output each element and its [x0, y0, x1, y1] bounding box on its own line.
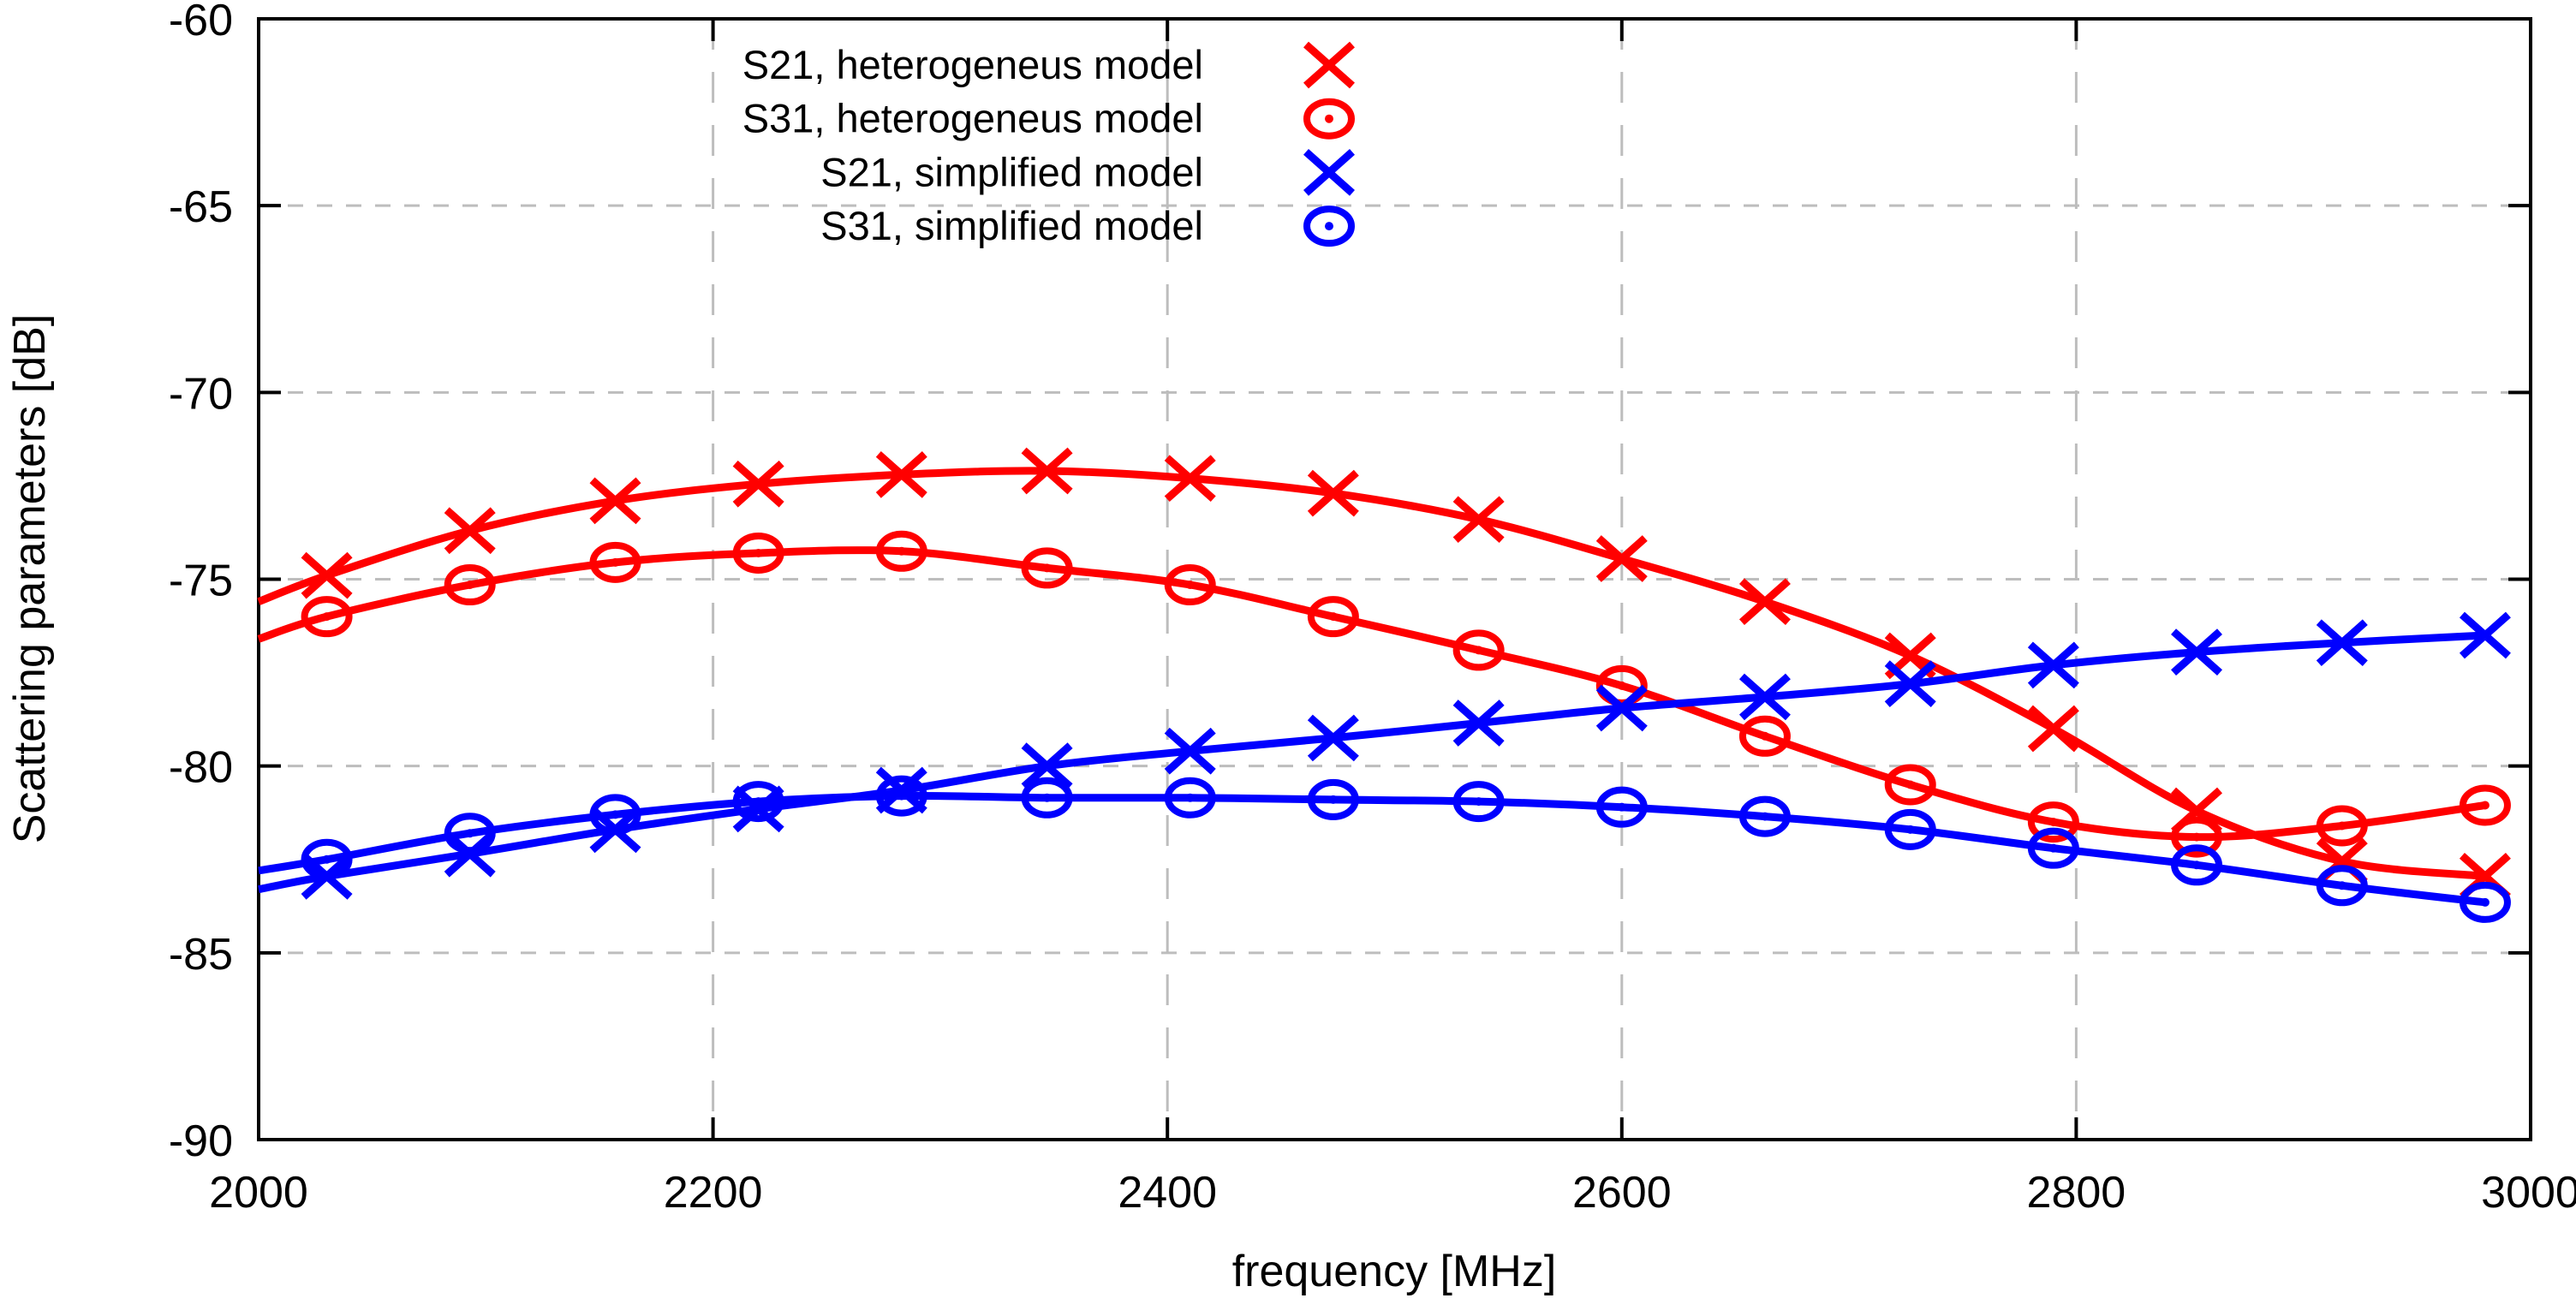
- series-3-o-marker-2663: [1738, 795, 1791, 837]
- series-1-o-marker-2030: [301, 596, 353, 638]
- grid-lines: [259, 19, 2531, 1140]
- series-2-x-marker-2727: [1884, 660, 1936, 708]
- legend-row-2: S21, simplified model: [820, 149, 1355, 196]
- x-tick-label-2000: 2000: [209, 1168, 308, 1218]
- series-0-x-marker-2473: [1307, 469, 1359, 517]
- series-1-o-marker-2157: [589, 541, 641, 583]
- series-2-x: [258, 611, 2511, 900]
- series-3-o-marker-2727: [1884, 808, 1936, 850]
- legend-marker-2: [1303, 149, 1355, 196]
- series-2-x-marker-2663: [1738, 673, 1791, 721]
- series-2-x-marker-2410: [1164, 727, 1216, 775]
- legend-row-1: S31, heterogeneus model: [742, 96, 1355, 141]
- series-1-o-marker-2220: [732, 532, 784, 574]
- legend-row-3: S31, simplified model: [820, 203, 1355, 248]
- x-tick-label-2400: 2400: [1118, 1168, 1217, 1218]
- series-1-o-marker-2727: [1884, 764, 1936, 806]
- y-tick-label--65: -65: [169, 182, 233, 232]
- series-3-o-marker-2980: [2459, 881, 2511, 923]
- legend-label-2: S21, simplified model: [820, 149, 1203, 194]
- legend-label-3: S31, simplified model: [820, 203, 1203, 248]
- series-3-o: [258, 775, 2511, 923]
- series-2-x-marker-2790: [2027, 641, 2079, 689]
- series-0-x-marker-2600: [1595, 535, 1648, 582]
- data-series: [257, 447, 2511, 923]
- x-tick-label-2800: 2800: [2027, 1168, 2126, 1218]
- series-0-x-marker-2537: [1452, 496, 1505, 544]
- series-1-o-marker-2790: [2027, 801, 2079, 843]
- series-2-x-marker-2347: [1021, 742, 1073, 790]
- series-3-o-marker-2220: [732, 781, 784, 823]
- series-0-x-marker-2283: [875, 450, 927, 498]
- legend-marker-0: [1303, 41, 1355, 89]
- series-3-o-marker-2473: [1307, 778, 1359, 820]
- series-1-o-marker-2600: [1595, 664, 1648, 706]
- series-1-o-marker-2093: [444, 564, 496, 606]
- series-0-x-marker-2410: [1164, 455, 1216, 503]
- series-3-o-marker-2537: [1452, 781, 1505, 823]
- y-tick-label--80: -80: [169, 743, 233, 793]
- series-0-x-marker-2220: [732, 460, 784, 508]
- series-1-o-marker-2853: [2171, 816, 2223, 858]
- series-1-o-line: [257, 546, 2486, 842]
- legend-marker-1: [1303, 98, 1355, 140]
- series-1-o-marker-2347: [1021, 547, 1073, 589]
- series-0-x-marker-2157: [589, 477, 641, 525]
- series-3-o-marker-2600: [1595, 786, 1648, 828]
- legend-label-0: S21, heterogeneus model: [742, 42, 1203, 87]
- y-tick-label--60: -60: [169, 0, 233, 45]
- series-3-o-marker-2853: [2171, 844, 2223, 886]
- y-tick-label--75: -75: [169, 557, 233, 606]
- series-1-o-marker-2410: [1164, 564, 1216, 606]
- y-axis-label: Scattering parameters [dB]: [5, 314, 55, 844]
- series-2-x-marker-2537: [1452, 700, 1505, 747]
- x-tick-label-2200: 2200: [664, 1168, 763, 1218]
- y-tick-label--85: -85: [169, 930, 233, 980]
- series-2-x-line: [258, 631, 2486, 894]
- series-1-o-marker-2473: [1307, 596, 1359, 638]
- series-0-x-line: [257, 467, 2486, 880]
- series-3-o-marker-2790: [2027, 827, 2079, 869]
- axis-ticks: [259, 19, 2531, 1140]
- plot-border: [257, 17, 2532, 1141]
- series-2-x-marker-2853: [2171, 628, 2222, 676]
- series-3-o-marker-2157: [589, 794, 641, 836]
- series-2-x-marker-2220: [732, 785, 784, 833]
- series-2-x-marker-2917: [2316, 619, 2368, 667]
- x-tick-label-2600: 2600: [1572, 1168, 1672, 1218]
- legend-marker-3: [1303, 205, 1355, 247]
- legend-label-1: S31, heterogeneus model: [742, 96, 1203, 141]
- series-2-x-marker-2473: [1307, 714, 1359, 762]
- x-axis-label: frequency [MHz]: [1232, 1247, 1557, 1296]
- series-0-x-marker-2030: [301, 551, 353, 599]
- series-1-o-marker-2980: [2459, 784, 2511, 826]
- series-1-o-marker-2283: [875, 530, 927, 572]
- series-3-o-marker-2347: [1021, 777, 1073, 819]
- series-3-o-marker-2917: [2316, 865, 2368, 907]
- series-1-o-marker-2537: [1452, 629, 1505, 671]
- series-0-x-marker-2347: [1021, 447, 1073, 495]
- series-3-o-line: [258, 791, 2486, 907]
- series-1-o: [257, 530, 2511, 858]
- series-0-x-marker-2663: [1738, 578, 1791, 626]
- series-0-x: [257, 447, 2511, 900]
- tick-labels: 2000 2200 2400 2600 2800 3000 -90 -85 -80 -75 -70 -…: [169, 0, 2576, 1218]
- x-tick-label-3000: 3000: [2481, 1168, 2576, 1218]
- legend: S21, heterogeneus model S31, heterogeneus…: [742, 41, 1355, 248]
- series-3-o-marker-2030: [301, 838, 353, 880]
- series-2-x-marker-2600: [1595, 684, 1648, 732]
- y-tick-label--70: -70: [169, 369, 233, 419]
- legend-row-0: S21, heterogeneus model: [742, 41, 1355, 89]
- series-1-o-marker-2663: [1738, 715, 1791, 757]
- series-1-o-marker-2917: [2316, 805, 2368, 847]
- y-tick-label--90: -90: [169, 1116, 233, 1166]
- series-3-o-marker-2093: [444, 813, 496, 854]
- series-3-o-marker-2410: [1164, 777, 1216, 819]
- series-2-x-marker-2980: [2459, 611, 2511, 659]
- series-3-o-marker-2283: [875, 775, 927, 817]
- series-0-x-marker-2093: [444, 507, 496, 555]
- series-0-x-marker-2790: [2027, 705, 2079, 753]
